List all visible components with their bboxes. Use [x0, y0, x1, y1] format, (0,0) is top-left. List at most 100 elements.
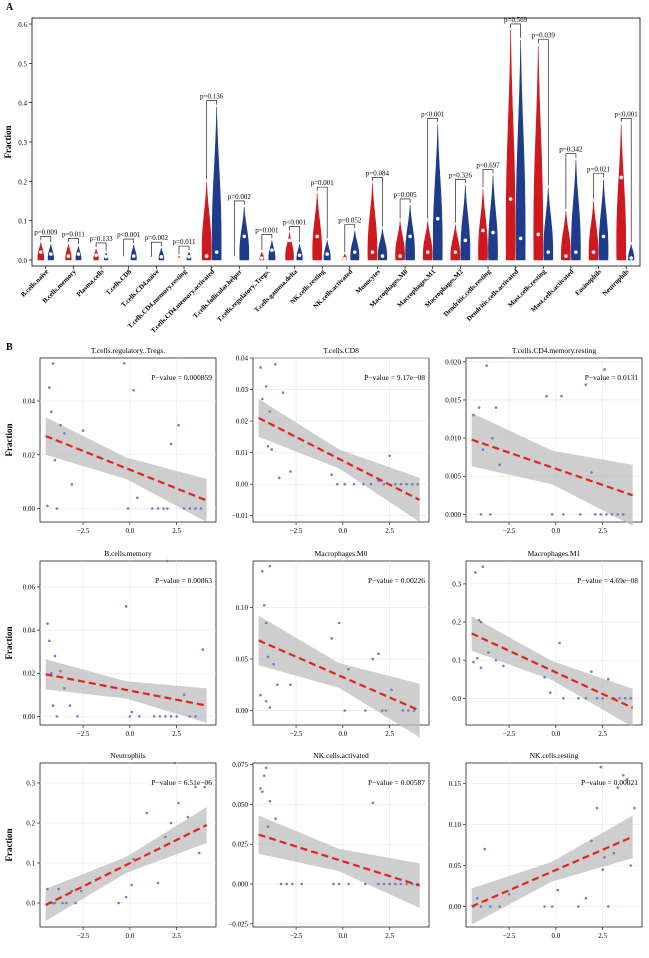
scatter-point — [618, 697, 621, 700]
scatter-subplot: Neutrophils 0.0 0.1 0.2 0.3 −2.5 0.0 2.5 P−value… — [4, 751, 217, 940]
scatter-point — [401, 709, 405, 712]
y-tick-label: 0.00 — [23, 713, 36, 721]
significance-bracket — [510, 23, 521, 38]
scatter-point — [81, 429, 85, 432]
y-tick-label: 0.4 — [18, 100, 27, 108]
x-tick-label: 0.0 — [125, 527, 134, 535]
scatter-point — [393, 882, 397, 886]
violin-low-median — [149, 257, 154, 262]
scatter-point — [264, 621, 268, 625]
violin-high — [47, 244, 54, 261]
scatter-point — [285, 882, 289, 886]
scatter-point — [46, 887, 49, 891]
scatter-point — [612, 851, 616, 855]
violin-high — [377, 228, 388, 261]
scatter-point — [74, 901, 77, 905]
scatter-point — [481, 448, 485, 451]
scatter-point — [268, 410, 272, 413]
y-tick-label: 0.010 — [445, 435, 461, 443]
confidence-band — [471, 412, 633, 526]
scatter-point — [51, 362, 55, 365]
y-tick-label: 0.01 — [236, 449, 249, 457]
violin-low — [588, 200, 599, 261]
scatter-point — [64, 901, 68, 905]
significance-bracket — [123, 238, 135, 257]
y-tick-label: 0.5 — [18, 60, 27, 68]
violin-high-median — [546, 250, 551, 254]
scatter-point — [266, 655, 270, 659]
violin-high-median — [380, 254, 385, 258]
significance-bracket — [537, 39, 549, 186]
y-tick-label: 0.05 — [236, 655, 249, 663]
significance-bracket — [151, 241, 162, 257]
y-tick-label: −0.025 — [228, 920, 248, 928]
x-tick-label: 2.5 — [385, 932, 394, 940]
violin-high-median — [601, 234, 606, 239]
scatter-point — [128, 715, 132, 718]
subplot-title: T.cells.CD8 — [323, 346, 359, 355]
violin-high-median — [463, 238, 468, 243]
scatter-point — [169, 821, 173, 825]
scatter-point — [145, 811, 149, 815]
p-value-label: P−value = 0.000859 — [151, 373, 212, 382]
y-tick-label: 0.10 — [236, 604, 249, 612]
x-tick-label: −2.5 — [290, 527, 303, 535]
scatter-point — [550, 513, 554, 516]
x-tick-label: T.cells.regulatory..Tregs. — [216, 268, 271, 323]
p-value-label: p=0.326 — [449, 171, 473, 179]
scatter-point — [507, 892, 511, 896]
scatter-point — [502, 664, 505, 668]
scatter-point — [268, 564, 272, 568]
confidence-band — [258, 399, 420, 522]
x-tick-label: Dendritic.cells.resting — [443, 268, 493, 318]
violin-low-median — [591, 250, 596, 254]
y-tick-label: 0.015 — [445, 396, 461, 404]
scatter-point — [399, 482, 403, 486]
y-tick-label: 0.000 — [445, 511, 461, 519]
y-tick-label: 0.06 — [23, 583, 36, 591]
scatter-point — [268, 706, 272, 709]
y-tick-label: 0.0 — [452, 695, 461, 703]
subplot-title: NK.cells.resting — [530, 751, 579, 760]
scatter-point — [494, 658, 498, 662]
x-tick-label: 0.0 — [125, 932, 134, 940]
p-value-label: p=0.021 — [587, 165, 611, 173]
scatter-point — [70, 483, 74, 486]
x-tick-label: −2.5 — [77, 932, 90, 940]
p-value-label: p<0.001 — [421, 110, 445, 118]
significance-bracket — [372, 177, 383, 227]
y-tick-label: 0.00 — [23, 505, 36, 513]
scatter-point — [330, 637, 333, 640]
scatter-subplot: Macrophages.M0 0.00 0.05 0.10 −2.5 0.0 2.5 P−va… — [236, 549, 430, 738]
violin-low — [450, 224, 461, 261]
p-value-label: p=0.002 — [228, 193, 252, 201]
scatter-point — [489, 905, 492, 908]
significance-bracket — [482, 169, 494, 188]
violin-low-median — [619, 175, 623, 180]
p-value-label: p=0.569 — [504, 16, 528, 24]
p-value-label: P−value = 6.51e−06 — [151, 778, 212, 787]
scatter-point — [605, 513, 608, 516]
violin-low-median — [204, 254, 209, 258]
scatter-point — [162, 507, 165, 510]
p-value-label: p=0.001 — [311, 179, 335, 187]
scatter-point — [477, 618, 481, 622]
scatter-point — [498, 463, 502, 467]
scatter-point — [599, 513, 603, 516]
scatter-point — [291, 882, 294, 886]
x-tick-label: 0.0 — [125, 730, 134, 738]
scatter-point — [156, 881, 160, 885]
y-tick-label: 0.075 — [232, 761, 248, 769]
scatter-point — [261, 397, 264, 401]
scatter-subplot: T.cells.CD4.memory.resting 0.000 0.005 0.01… — [445, 346, 643, 535]
scatter-point — [343, 709, 347, 712]
violin-high-median — [408, 234, 412, 239]
scatter-point — [487, 651, 490, 654]
scatter-point — [362, 482, 365, 486]
p-value-label: p=0.011 — [173, 238, 196, 246]
violin-high — [543, 187, 554, 261]
scatter-point — [132, 388, 135, 392]
y-tick-label: 0.005 — [445, 473, 461, 481]
y-tick-label: 0.3 — [26, 780, 35, 788]
